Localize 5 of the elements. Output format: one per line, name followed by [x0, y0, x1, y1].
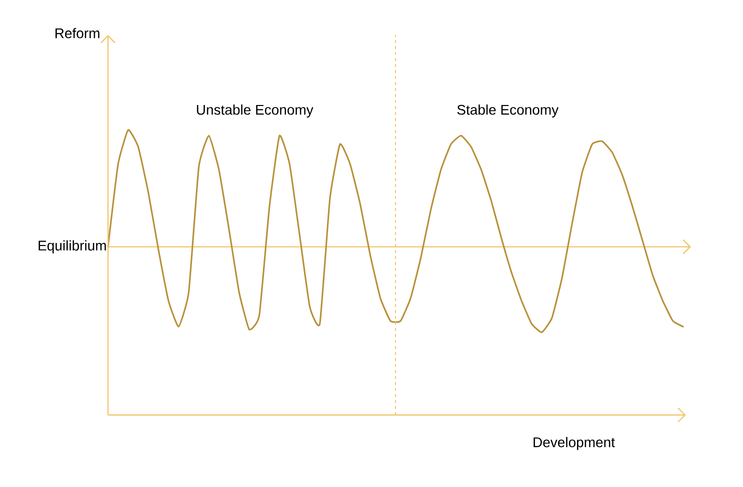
text: Unstable Economy [196, 104, 314, 118]
x-axis-title: Development [534, 436, 615, 450]
text: Reform [56, 28, 100, 38]
text: Stable Economy [457, 104, 559, 118]
ref-line-label: Equilibrium [38, 240, 106, 254]
